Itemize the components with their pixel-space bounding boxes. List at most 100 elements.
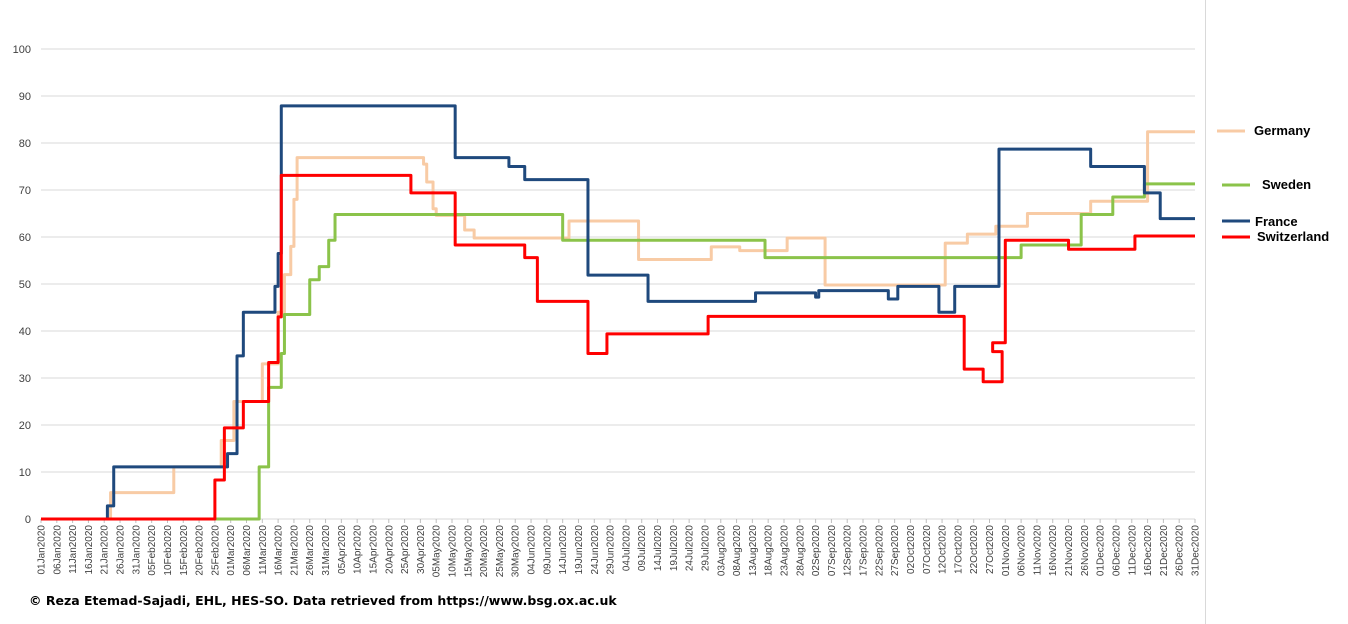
series-lines bbox=[41, 104, 1195, 521]
x-tick-label: 11Jan2020 bbox=[68, 525, 79, 574]
x-tick-label: 28Aug2020 bbox=[795, 525, 806, 577]
x-tick-label: 13Aug2020 bbox=[748, 525, 759, 577]
x-tick-label: 20Apr2020 bbox=[384, 525, 395, 574]
x-tick-label: 22Oct2020 bbox=[969, 525, 980, 574]
x-tick-label: 12Oct2020 bbox=[938, 525, 949, 574]
x-tick-label: 27Oct2020 bbox=[985, 525, 996, 574]
x-tick-label: 11Dec2020 bbox=[1127, 525, 1138, 576]
x-tick-label: 05Feb2020 bbox=[147, 525, 158, 576]
x-tick-label: 03Aug2020 bbox=[716, 525, 727, 577]
x-tick-label: 25Feb2020 bbox=[210, 525, 221, 576]
x-tick-label: 25Apr2020 bbox=[400, 525, 411, 574]
x-tick-label: 06Nov2020 bbox=[1017, 525, 1028, 577]
x-tick-label: 14Jun2020 bbox=[558, 525, 569, 575]
x-tick-label: 16Dec2020 bbox=[1143, 525, 1154, 577]
x-tick-label: 27Sep2020 bbox=[890, 525, 901, 577]
x-tick-label: 12Sep2020 bbox=[843, 525, 854, 577]
x-tick-label: 10Apr2020 bbox=[353, 525, 364, 574]
gridlines bbox=[41, 48, 1195, 520]
x-tick-label: 18Aug2020 bbox=[764, 525, 775, 577]
x-tick-label: 26Nov2020 bbox=[1080, 525, 1091, 577]
x-tick-label: 20Feb2020 bbox=[195, 525, 206, 576]
y-axis-ticks: 0 10 20 30 40 50 60 70 80 90 100 bbox=[13, 44, 31, 526]
y-tick-label: 80 bbox=[19, 138, 31, 150]
y-tick-label: 50 bbox=[19, 279, 31, 291]
x-tick-label: 01Jan2020 bbox=[37, 525, 48, 575]
series-line-germany bbox=[41, 130, 1195, 521]
x-tick-label: 24Jun2020 bbox=[590, 525, 601, 575]
x-tick-label: 31Mar2020 bbox=[321, 525, 332, 576]
x-tick-label: 26Mar2020 bbox=[305, 525, 316, 576]
y-tick-label: 60 bbox=[19, 232, 31, 244]
x-tick-label: 22Sep2020 bbox=[874, 525, 885, 577]
x-tick-label: 21Mar2020 bbox=[289, 525, 300, 576]
x-tick-label: 05May2020 bbox=[432, 525, 443, 578]
x-tick-label: 20May2020 bbox=[479, 525, 490, 578]
x-tick-label: 31Jan2020 bbox=[131, 525, 142, 575]
x-axis-ticks: 01Jan2020 06Jan2020 11Jan2020 16Jan2020 21Ja… bbox=[37, 519, 1202, 577]
x-tick-label: 30Apr2020 bbox=[416, 525, 427, 574]
x-tick-label: 02Sep2020 bbox=[811, 525, 822, 577]
x-tick-label: 10Feb2020 bbox=[163, 525, 174, 576]
x-tick-label: 08Aug2020 bbox=[732, 525, 743, 577]
x-tick-label: 07Oct2020 bbox=[922, 525, 933, 574]
x-tick-label: 21Jan2020 bbox=[100, 525, 111, 575]
y-tick-label: 20 bbox=[19, 420, 31, 432]
x-tick-label: 06Mar2020 bbox=[242, 525, 253, 576]
legend-label-france: France bbox=[1255, 214, 1298, 229]
x-tick-label: 23Aug2020 bbox=[779, 525, 790, 577]
x-tick-label: 06Jan2020 bbox=[52, 525, 63, 575]
x-tick-label: 15Apr2020 bbox=[368, 525, 379, 574]
x-tick-label: 21Nov2020 bbox=[1064, 525, 1075, 577]
y-tick-label: 70 bbox=[19, 185, 31, 197]
x-tick-label: 30May2020 bbox=[511, 525, 522, 578]
y-tick-label: 0 bbox=[25, 514, 31, 526]
legend-label-switzerland: Switzerland bbox=[1257, 229, 1329, 244]
series-line-sweden bbox=[41, 182, 1195, 521]
source-credit: © Reza Etemad-Sajadi, EHL, HES-SO. Data … bbox=[29, 593, 617, 608]
x-tick-label: 31Dec2020 bbox=[1191, 525, 1202, 577]
x-tick-label: 04Jul2020 bbox=[621, 525, 632, 572]
x-tick-label: 14Jul2020 bbox=[653, 525, 664, 572]
x-tick-label: 05Apr2020 bbox=[337, 525, 348, 574]
x-tick-label: 02Oct2020 bbox=[906, 525, 917, 574]
x-tick-label: 26Dec2020 bbox=[1175, 525, 1186, 577]
series-line-france bbox=[41, 104, 1195, 521]
x-tick-label: 01Dec2020 bbox=[1096, 525, 1107, 577]
y-tick-label: 100 bbox=[13, 44, 31, 56]
x-tick-label: 16Mar2020 bbox=[274, 525, 285, 576]
x-tick-label: 01Nov2020 bbox=[1001, 525, 1012, 577]
x-tick-label: 09Jul2020 bbox=[637, 525, 648, 572]
y-tick-label: 10 bbox=[19, 467, 31, 479]
x-tick-label: 21Dec2020 bbox=[1159, 525, 1170, 577]
x-tick-label: 19Jul2020 bbox=[669, 525, 680, 572]
x-tick-label: 16Nov2020 bbox=[1048, 525, 1059, 577]
x-tick-label: 04Jun2020 bbox=[527, 525, 538, 575]
series-line-switzerland bbox=[41, 173, 1195, 521]
x-tick-label: 11Nov2020 bbox=[1032, 525, 1043, 576]
x-tick-label: 17Sep2020 bbox=[859, 525, 870, 577]
x-tick-label: 15May2020 bbox=[463, 525, 474, 578]
x-tick-label: 25May2020 bbox=[495, 525, 506, 578]
x-tick-label: 24Jul2020 bbox=[685, 525, 696, 572]
y-tick-label: 40 bbox=[19, 326, 31, 338]
x-tick-label: 09Jun2020 bbox=[542, 525, 553, 575]
x-tick-label: 07Sep2020 bbox=[827, 525, 838, 577]
x-tick-label: 15Feb2020 bbox=[179, 525, 190, 576]
x-tick-label: 29Jul2020 bbox=[700, 525, 711, 572]
legend-label-sweden: Sweden bbox=[1262, 177, 1311, 192]
x-tick-label: 19Jun2020 bbox=[574, 525, 585, 575]
y-tick-label: 90 bbox=[19, 91, 31, 103]
x-tick-label: 01Mar2020 bbox=[226, 525, 237, 576]
x-tick-label: 29Jun2020 bbox=[606, 525, 617, 575]
legend-label-germany: Germany bbox=[1254, 123, 1311, 138]
x-tick-label: 16Jan2020 bbox=[84, 525, 95, 575]
x-tick-label: 11Mar2020 bbox=[258, 525, 269, 575]
y-tick-label: 30 bbox=[19, 373, 31, 385]
x-tick-label: 26Jan2020 bbox=[116, 525, 127, 575]
x-tick-label: 17Oct2020 bbox=[953, 525, 964, 574]
x-tick-label: 10May2020 bbox=[448, 525, 459, 578]
x-tick-label: 06Dec2020 bbox=[1111, 525, 1122, 577]
